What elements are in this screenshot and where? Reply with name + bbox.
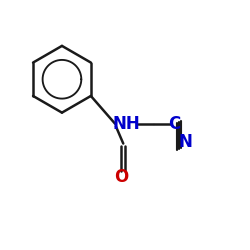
Text: O: O (114, 168, 128, 186)
Text: N: N (179, 133, 192, 151)
Text: C: C (168, 115, 180, 133)
Text: NH: NH (112, 115, 140, 133)
